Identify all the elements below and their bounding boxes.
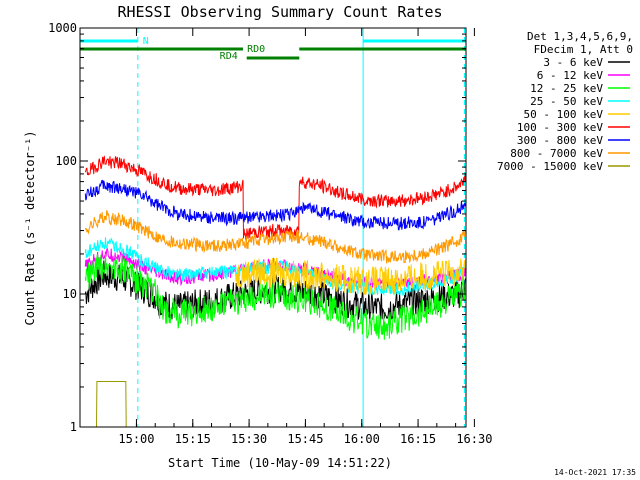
x-tick-label-3: 15:30 bbox=[231, 432, 267, 446]
y-axis-label: Count Rate (s⁻¹ detector⁻¹) bbox=[23, 130, 37, 325]
legend-label-300-800-kev: 300 - 800 keV bbox=[517, 134, 603, 147]
series-line-100-300-kev bbox=[84, 155, 466, 242]
series-line-300-800-kev bbox=[84, 179, 466, 231]
flag-label-n: N bbox=[143, 36, 149, 47]
legend-label-50-100-kev: 50 - 100 keV bbox=[524, 108, 604, 121]
y-tick-label-4: 1000 bbox=[48, 21, 77, 35]
series-line-50-100-kev bbox=[235, 257, 467, 296]
legend-label-25-50-kev: 25 - 50 keV bbox=[530, 95, 603, 108]
series-line-12-25-kev bbox=[84, 253, 466, 340]
y-tick-label-3: 100 bbox=[55, 154, 77, 168]
y-tick-label-2: 10 bbox=[63, 287, 77, 301]
y-tick-label-1: 1 bbox=[70, 420, 77, 434]
chart-title: RHESSI Observing Summary Count Rates bbox=[117, 3, 442, 21]
legend-label-6-12-kev: 6 - 12 keV bbox=[537, 69, 604, 82]
flag-label-rd0: RD0 bbox=[247, 44, 265, 55]
legend-label-12-25-kev: 12 - 25 keV bbox=[530, 82, 603, 95]
x-axis-label: Start Time (10-May-09 14:51:22) bbox=[168, 456, 392, 470]
series-line-7000-15000-kev bbox=[96, 381, 127, 428]
series-line-25-50-kev bbox=[84, 237, 466, 297]
x-tick-label-2: 15:15 bbox=[175, 432, 211, 446]
plot-area: N RD0 RD4 15:00 15:15 15:30 15:45 16:00 16:15 16… bbox=[48, 21, 492, 446]
series-lines bbox=[84, 155, 467, 428]
x-tick-label-6: 16:15 bbox=[400, 432, 436, 446]
axes: 15:00 15:15 15:30 15:45 16:00 16:15 16:30 1 10 10… bbox=[48, 21, 492, 446]
flag-label-rd4: RD4 bbox=[220, 51, 238, 62]
footer-date: 14-Oct-2021 17:35 bbox=[554, 468, 636, 477]
x-tick-label-7: 16:30 bbox=[456, 432, 492, 446]
legend-header-line-1: Det 1,3,4,5,6,9, bbox=[527, 30, 633, 43]
legend-label-100-300-kev: 100 - 300 keV bbox=[517, 121, 603, 134]
legend-label-7000-15000-kev: 7000 - 15000 keV bbox=[497, 160, 603, 173]
x-tick-label-5: 16:00 bbox=[344, 432, 380, 446]
series-line-800-7000-kev bbox=[84, 209, 466, 264]
x-tick-label-4: 15:45 bbox=[287, 432, 323, 446]
legend-label-800-7000-kev: 800 - 7000 keV bbox=[510, 147, 603, 160]
legend-header-line-2: FDecim 1, Att 0 bbox=[534, 43, 633, 56]
legend-label-3-6-kev: 3 - 6 keV bbox=[543, 56, 603, 69]
legend: Det 1,3,4,5,6,9, FDecim 1, Att 0 3 - 6 k… bbox=[497, 30, 633, 173]
x-tick-label-1: 15:00 bbox=[118, 432, 154, 446]
plot-frame bbox=[79, 27, 467, 428]
flag-bars: N RD0 RD4 bbox=[80, 36, 466, 62]
